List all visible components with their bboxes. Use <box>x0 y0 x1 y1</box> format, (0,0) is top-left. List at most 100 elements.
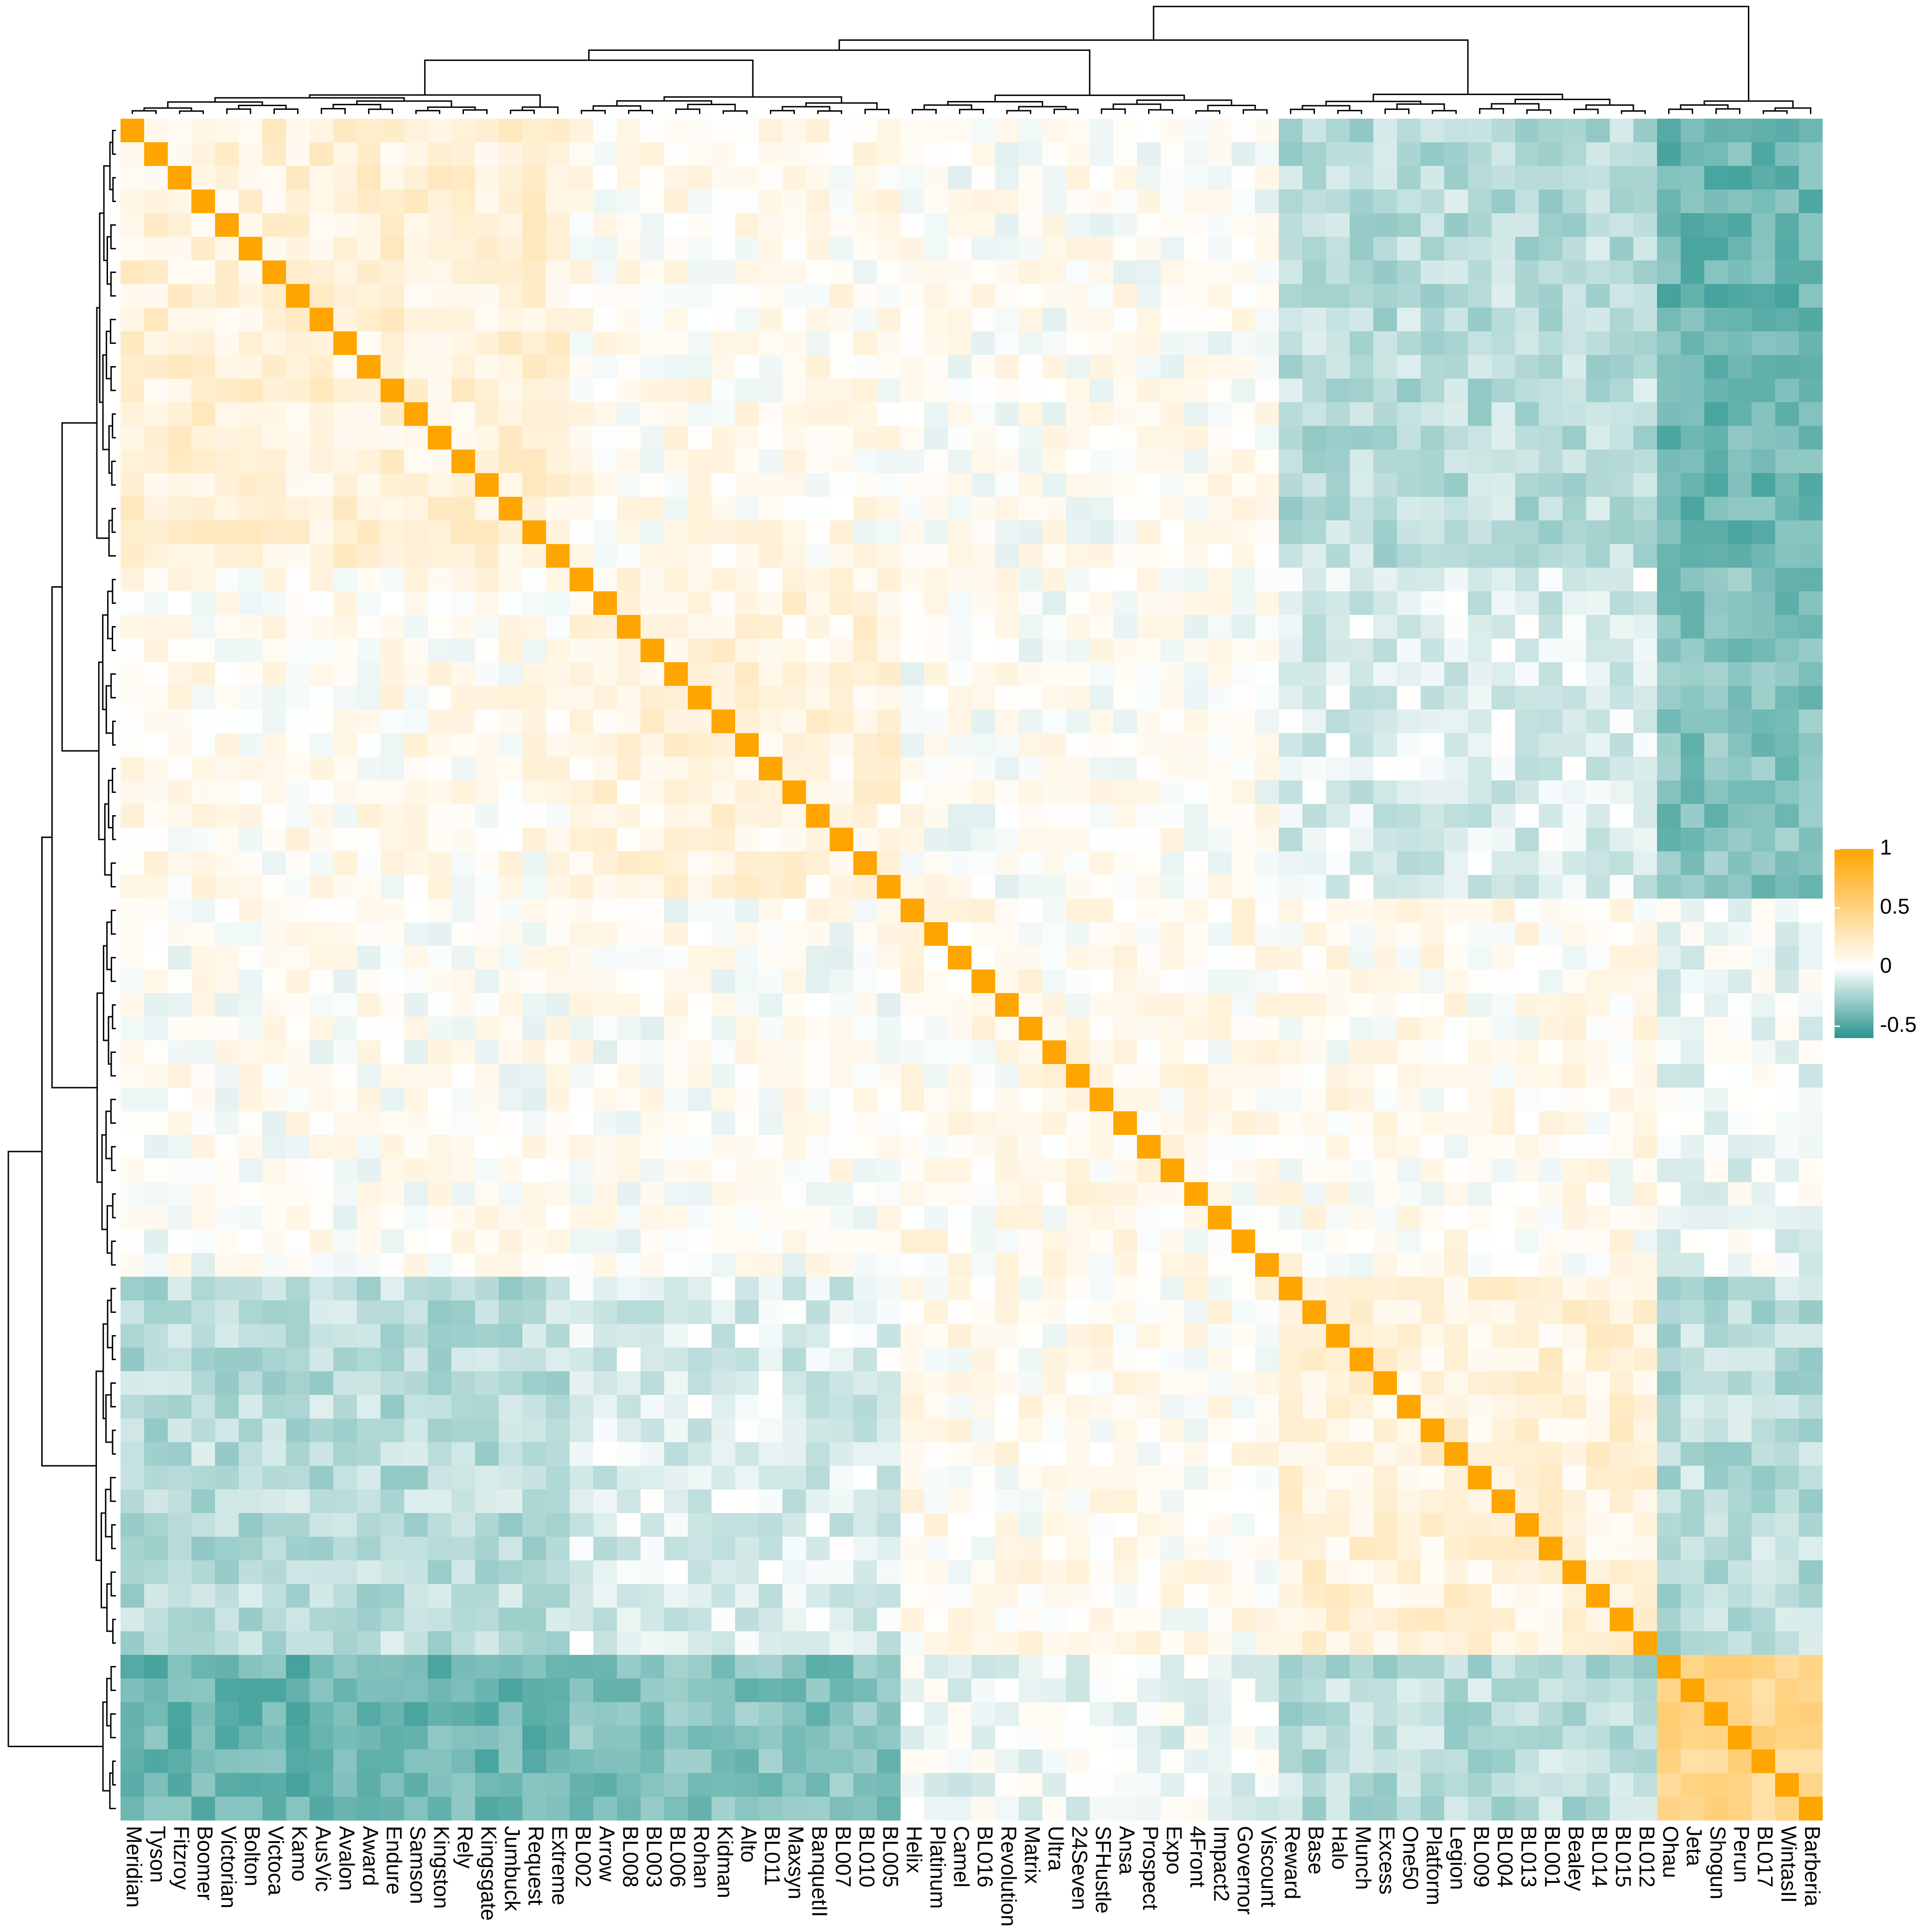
heatmap-cell <box>830 662 854 686</box>
heatmap-cell <box>1232 1088 1256 1112</box>
heatmap-cell <box>1586 119 1610 143</box>
heatmap-cell <box>1681 828 1705 852</box>
heatmap-cell <box>1515 1560 1539 1584</box>
heatmap-cell <box>1444 639 1468 663</box>
heatmap-cell <box>499 686 523 710</box>
heatmap-cell <box>1208 308 1232 332</box>
heatmap-cell <box>570 875 594 899</box>
heatmap-cell <box>664 1466 688 1490</box>
heatmap-cell <box>404 591 428 615</box>
heatmap-cell <box>215 922 239 946</box>
heatmap-cell <box>1255 1560 1279 1584</box>
heatmap-cell <box>641 260 665 285</box>
heatmap-cell <box>333 1324 357 1348</box>
heatmap-cell <box>1610 1679 1634 1703</box>
heatmap-cell <box>546 1419 570 1443</box>
heatmap-cell <box>1492 1040 1516 1064</box>
heatmap-cell <box>1799 190 1823 214</box>
heatmap-cell <box>1019 166 1043 190</box>
heatmap-cell <box>1184 1631 1208 1655</box>
heatmap-cell <box>428 709 452 734</box>
heatmap-cell <box>806 284 830 308</box>
heatmap-cell <box>901 851 925 875</box>
heatmap-cell <box>546 1277 570 1301</box>
heatmap-cell <box>1137 1679 1161 1703</box>
heatmap-cell <box>1515 1679 1539 1703</box>
heatmap-cell <box>1090 544 1114 568</box>
heatmap-cell <box>853 851 877 875</box>
heatmap-cell <box>1113 615 1137 639</box>
heatmap-cell <box>1302 237 1327 261</box>
heatmap-cell <box>1019 1702 1043 1726</box>
heatmap-cell <box>1728 993 1752 1017</box>
heatmap-cell <box>1657 450 1681 474</box>
heatmap-cell <box>1066 1040 1090 1064</box>
heatmap-cell <box>806 568 830 592</box>
heatmap-cell <box>1610 1253 1634 1277</box>
heatmap-cell <box>1113 497 1137 521</box>
heatmap-cell <box>1586 662 1610 686</box>
heatmap-cell <box>1704 1040 1728 1064</box>
heatmap-cell <box>641 780 665 804</box>
heatmap-cell <box>782 709 806 734</box>
heatmap-cell <box>995 851 1019 875</box>
heatmap-cell <box>924 1182 948 1206</box>
heatmap-cell <box>1799 828 1823 852</box>
heatmap-cell <box>1019 993 1043 1017</box>
heatmap-cell <box>310 119 334 143</box>
heatmap-cell <box>830 1088 854 1112</box>
heatmap-cell <box>404 119 428 143</box>
heatmap-cell <box>1492 1679 1516 1703</box>
heatmap-cell <box>806 1064 830 1088</box>
heatmap-cell <box>1184 1560 1208 1584</box>
heatmap-cell <box>1799 1513 1823 1537</box>
heatmap-cell <box>1444 1159 1468 1183</box>
heatmap-cell <box>1752 260 1776 285</box>
heatmap-cell <box>570 1324 594 1348</box>
heatmap-cell <box>546 686 570 710</box>
heatmap-cell <box>262 709 286 734</box>
heatmap-cell <box>499 1655 523 1679</box>
heatmap-cell <box>1208 1442 1232 1466</box>
heatmap-cell <box>1728 591 1752 615</box>
heatmap-cell <box>617 284 641 308</box>
heatmap-cell <box>1019 1300 1043 1324</box>
heatmap-cell <box>1255 1206 1279 1230</box>
heatmap-cell <box>948 851 972 875</box>
heatmap-cell <box>1421 1466 1445 1490</box>
heatmap-cell <box>759 922 783 946</box>
heatmap-cell <box>1090 1253 1114 1277</box>
heatmap-cell <box>948 1040 972 1064</box>
heatmap-cell <box>1562 1159 1587 1183</box>
heatmap-cell <box>499 1135 523 1159</box>
heatmap-cell <box>1610 615 1634 639</box>
heatmap-cell <box>1752 969 1776 994</box>
heatmap-cell <box>1752 828 1776 852</box>
heatmap-cell <box>1728 709 1752 734</box>
heatmap-cell <box>877 899 901 923</box>
heatmap-cell <box>1326 544 1350 568</box>
heatmap-cell <box>1752 686 1776 710</box>
heatmap-cell <box>782 1135 806 1159</box>
heatmap-cell <box>1421 237 1445 261</box>
heatmap-cell <box>1492 190 1516 214</box>
heatmap-cell <box>239 899 263 923</box>
heatmap-cell <box>499 804 523 828</box>
heatmap-cell <box>546 1442 570 1466</box>
heatmap-cell <box>451 1348 476 1372</box>
heatmap-cell <box>1184 1088 1208 1112</box>
heatmap-cell <box>1539 1206 1563 1230</box>
heatmap-cell <box>617 993 641 1017</box>
heatmap-cell <box>711 993 736 1017</box>
heatmap-cell <box>1728 331 1752 355</box>
heatmap-cell <box>1421 993 1445 1017</box>
heatmap-cell <box>924 402 948 426</box>
heatmap-cell <box>995 709 1019 734</box>
heatmap-cell <box>901 875 925 899</box>
heatmap-cell <box>877 426 901 450</box>
heatmap-cell <box>924 450 948 474</box>
heatmap-cell <box>262 662 286 686</box>
heatmap-cell <box>1633 875 1657 899</box>
heatmap-cell <box>1090 1513 1114 1537</box>
heatmap-cell <box>971 1608 996 1632</box>
